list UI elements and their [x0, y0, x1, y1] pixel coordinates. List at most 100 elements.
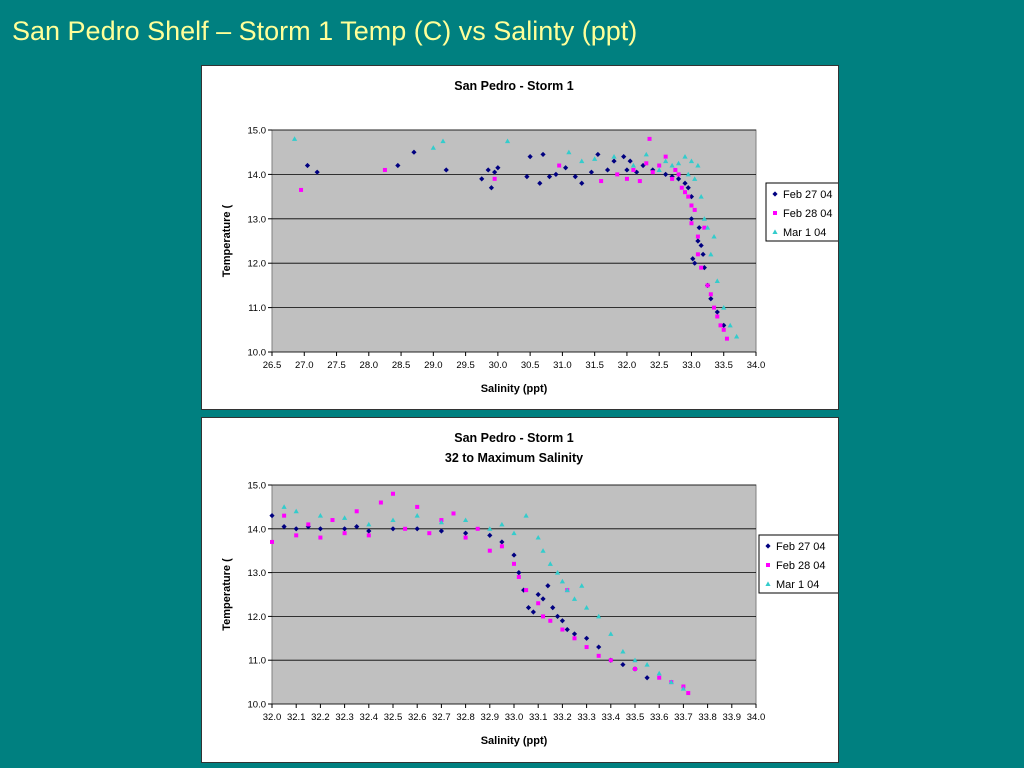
data-point — [656, 167, 662, 172]
data-point — [634, 169, 640, 175]
data-point — [535, 591, 541, 598]
data-point — [643, 151, 649, 157]
data-point — [304, 162, 311, 169]
legend-marker — [772, 191, 778, 197]
legend-box — [758, 534, 838, 594]
data-point — [657, 163, 662, 168]
legend-label: Mar 1 04 — [783, 227, 826, 239]
y-tick-label: 10.0 — [248, 700, 267, 711]
x-tick-label: 32.3 — [335, 712, 354, 723]
data-point — [683, 190, 688, 195]
data-point — [524, 588, 529, 593]
x-tick-label: 33.3 — [577, 712, 596, 723]
x-tick-label: 30.5 — [521, 360, 540, 371]
data-point — [588, 169, 595, 175]
data-point — [624, 176, 629, 181]
data-point — [554, 613, 561, 619]
data-point — [511, 530, 517, 536]
data-point — [663, 158, 669, 164]
y-tick-label: 10.0 — [248, 348, 267, 359]
data-point — [366, 521, 372, 527]
x-tick-label: 32.0 — [263, 712, 282, 723]
data-point — [688, 158, 695, 164]
data-point — [559, 618, 565, 624]
data-point — [734, 333, 740, 339]
data-point — [690, 256, 696, 262]
data-point — [631, 167, 636, 172]
series-mar-1-04 — [291, 136, 740, 339]
data-point — [647, 136, 652, 141]
x-tick-label: 34.0 — [747, 360, 766, 371]
chart-panel-32-to-max: San Pedro - Storm 1 32 to Maximum Salinit… — [201, 417, 839, 763]
x-tick-label: 27.0 — [295, 360, 314, 371]
chart-subtitle: 32 to Maximum Salinity — [445, 451, 583, 465]
x-tick-label: 33.1 — [529, 712, 548, 723]
data-point — [663, 154, 668, 159]
data-point — [698, 194, 704, 199]
data-point — [637, 179, 642, 184]
data-point — [620, 648, 626, 654]
data-point — [611, 154, 617, 159]
legend-marker — [765, 543, 771, 549]
y-tick-label: 11.0 — [248, 656, 266, 667]
x-tick-label: 28.5 — [392, 360, 411, 371]
data-point — [524, 174, 530, 180]
x-tick-label: 34.0 — [747, 712, 766, 723]
scatter-chart-32-to-max: San Pedro - Storm 1 32 to Maximum Salinit… — [221, 431, 838, 747]
data-point — [692, 176, 698, 181]
data-point — [596, 613, 602, 619]
data-point — [492, 176, 497, 181]
data-point — [604, 167, 611, 173]
data-point — [632, 657, 638, 663]
data-point — [427, 531, 432, 536]
data-point — [354, 509, 359, 514]
data-point — [668, 679, 674, 685]
data-point — [579, 583, 585, 588]
data-point — [306, 522, 311, 527]
data-point — [701, 216, 707, 221]
x-tick-label: 32.2 — [311, 712, 330, 723]
x-tick-label: 31.0 — [553, 360, 572, 371]
data-point — [682, 154, 688, 159]
data-point — [712, 305, 717, 310]
plot-area — [271, 129, 757, 353]
data-point — [487, 548, 492, 553]
data-point — [463, 535, 468, 540]
x-tick-label: 32.5 — [384, 712, 403, 723]
data-point — [657, 675, 662, 680]
data-point — [650, 170, 655, 175]
data-point — [487, 532, 493, 538]
data-point — [495, 165, 501, 171]
data-point — [440, 138, 446, 144]
y-tick-label: 15.0 — [248, 481, 267, 492]
data-point — [727, 322, 733, 328]
data-point — [291, 136, 298, 141]
legend-label: Feb 28 04 — [776, 560, 826, 572]
legend-box — [765, 182, 838, 242]
data-point — [608, 658, 613, 663]
legend-label: Feb 27 04 — [783, 189, 833, 201]
data-point — [438, 519, 444, 525]
data-point — [595, 151, 601, 158]
data-point — [702, 225, 707, 230]
data-point — [572, 174, 578, 180]
x-tick-label: 29.5 — [456, 360, 475, 371]
data-point — [669, 162, 675, 168]
series-feb-28-04 — [270, 491, 691, 696]
data-point — [485, 167, 491, 173]
x-tick-label: 33.0 — [682, 360, 701, 371]
data-point — [270, 539, 274, 544]
data-point — [621, 154, 627, 160]
data-point — [695, 252, 700, 257]
data-point — [596, 644, 602, 650]
data-point — [540, 548, 546, 553]
data-point — [705, 225, 711, 230]
data-point — [282, 513, 287, 518]
data-point — [644, 661, 650, 667]
data-point — [548, 618, 553, 623]
data-point — [680, 686, 686, 691]
data-point — [536, 601, 541, 606]
data-point — [572, 636, 577, 641]
data-point — [414, 513, 420, 518]
data-point — [293, 508, 299, 514]
